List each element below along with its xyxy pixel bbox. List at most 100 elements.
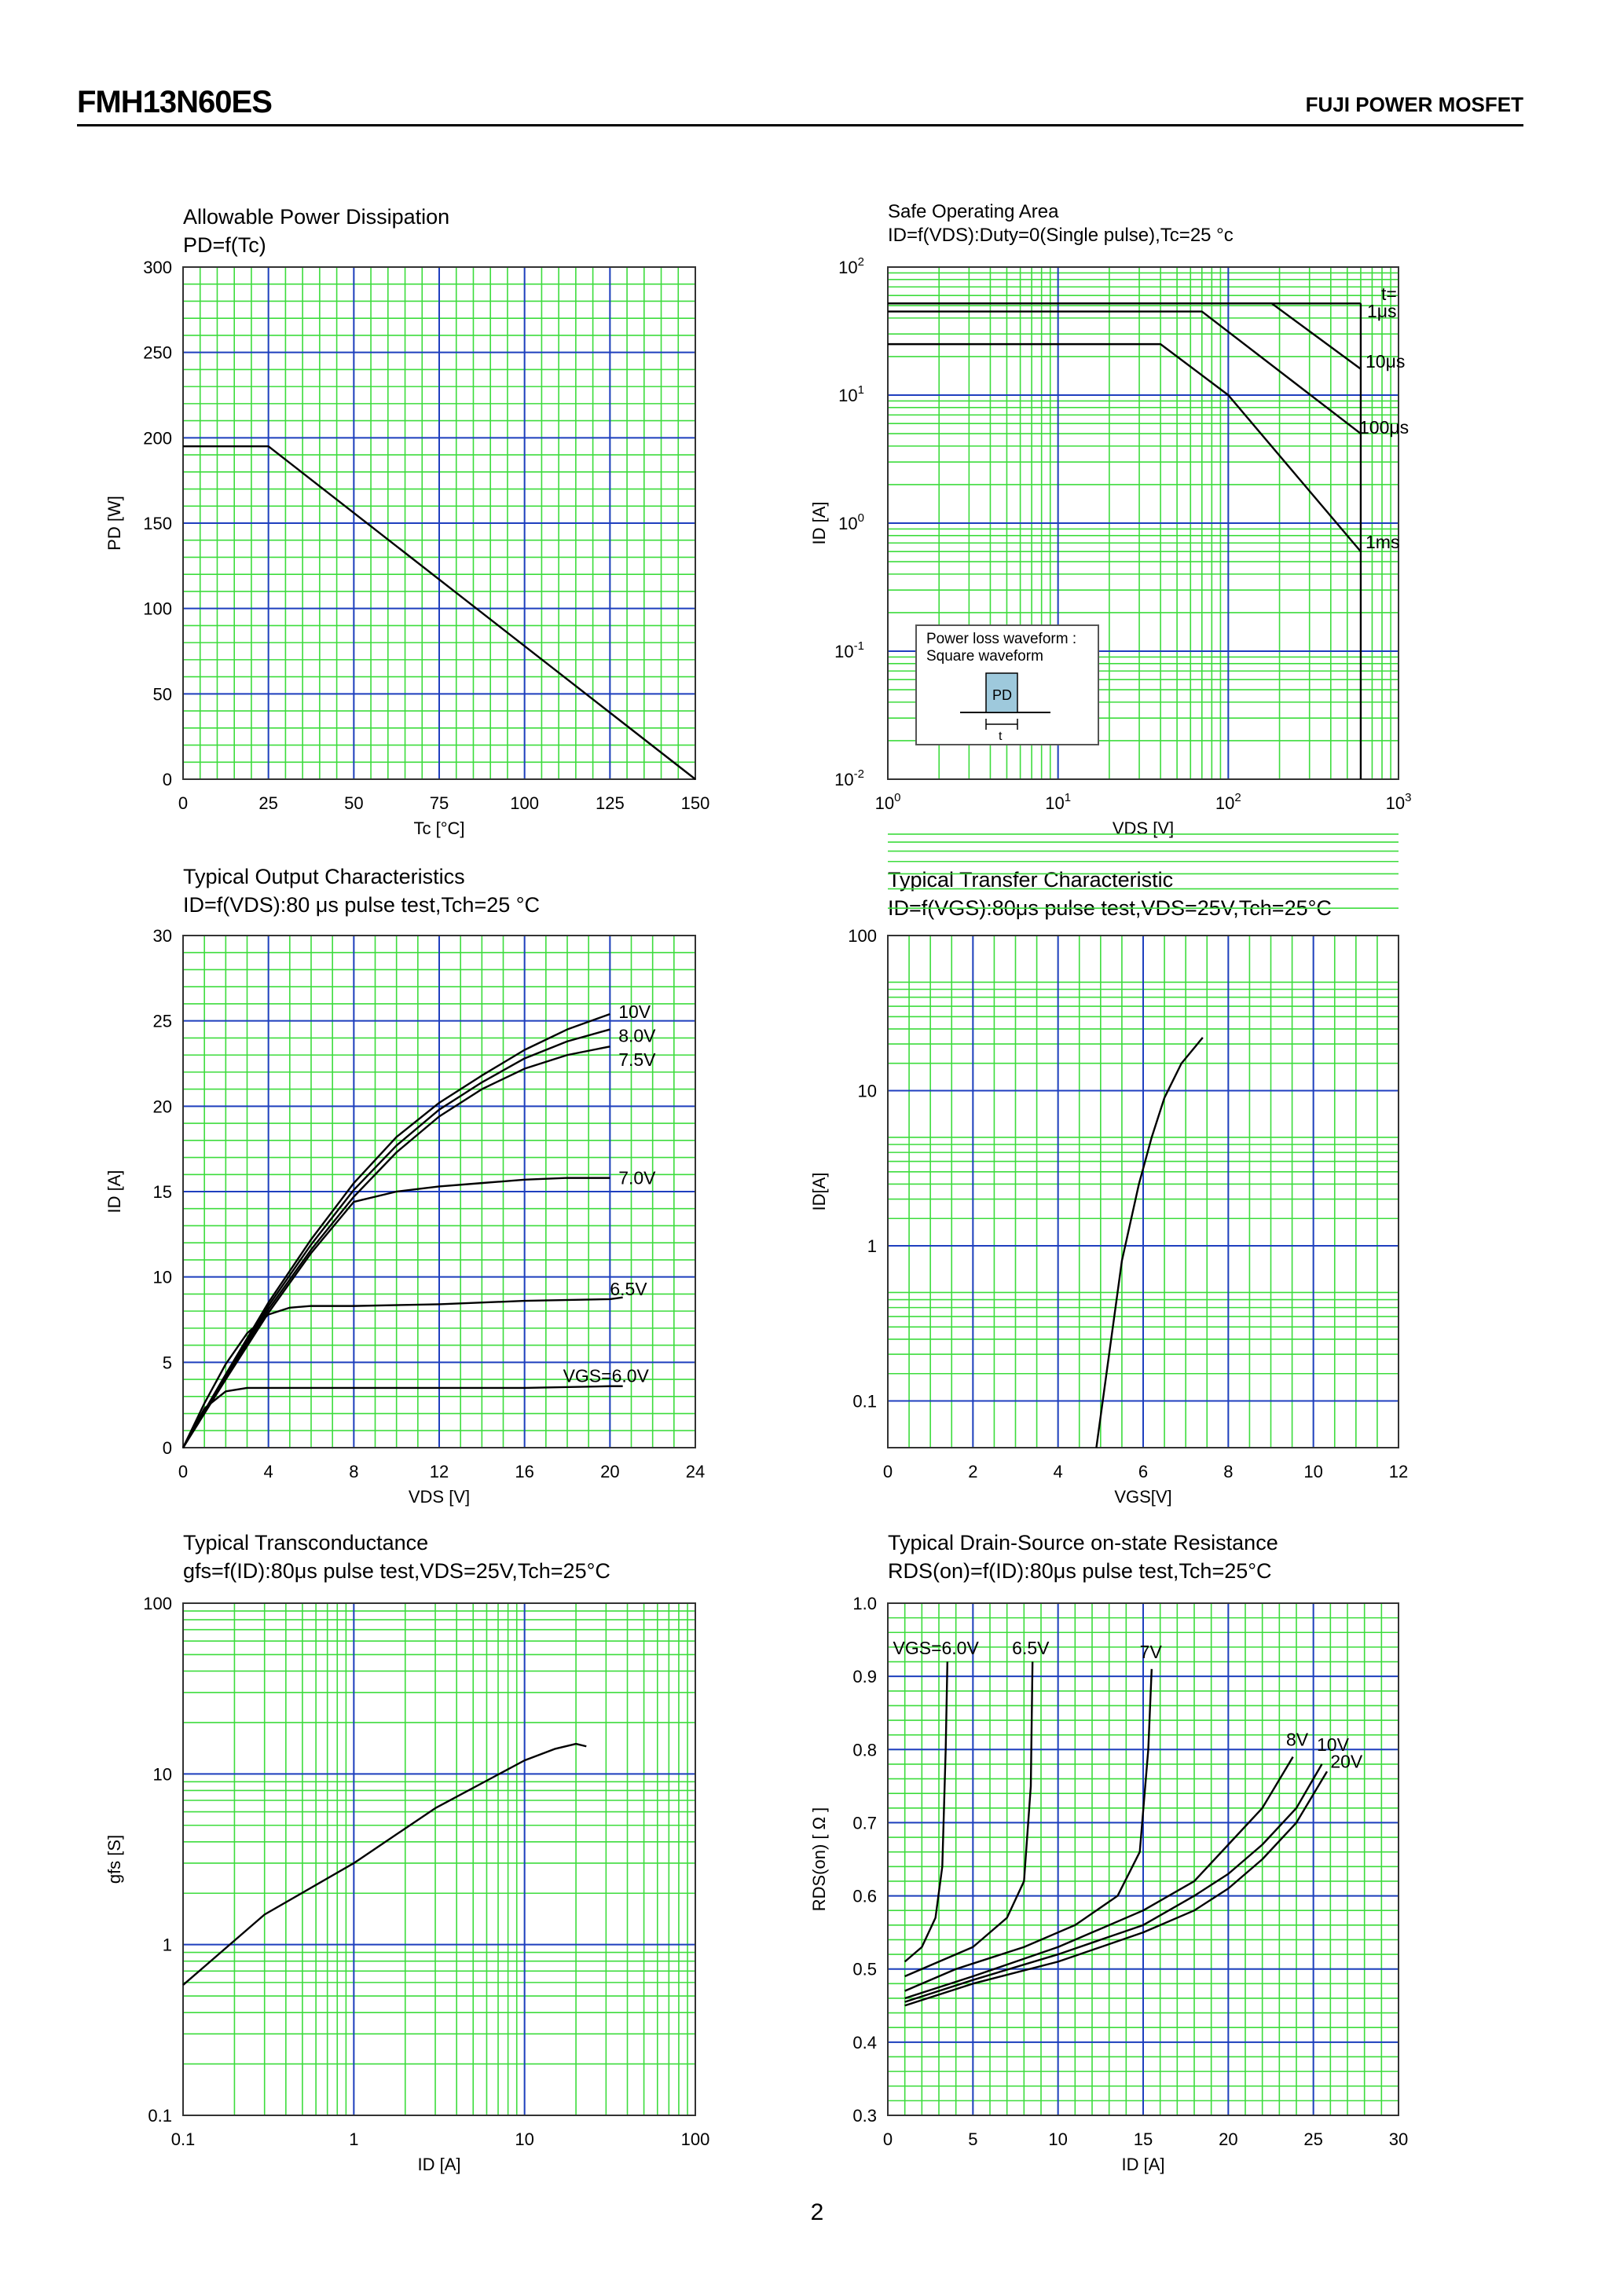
- gfs-y-axis-label: gfs [S]: [104, 1835, 124, 1884]
- x-tick-label: 150: [681, 793, 710, 813]
- x-tick-label: 75: [430, 793, 449, 813]
- brand-line: FUJI POWER MOSFET: [1305, 93, 1523, 116]
- y-tick-label: 5: [163, 1353, 172, 1372]
- x-tick-label: 8: [349, 1462, 358, 1481]
- rds-x-axis-label: ID [A]: [1121, 2155, 1164, 2174]
- transfer-y-axis-label: ID[A]: [809, 1173, 829, 1211]
- gfs-subtitle: gfs=f(ID):80μs pulse test,VDS=25V,Tch=25…: [183, 1559, 610, 1583]
- x-tick-label: 125: [596, 793, 625, 813]
- series-line: [181, 1296, 623, 1448]
- y-tick-label: 10: [858, 1082, 877, 1101]
- y-tick-label: 1: [163, 1935, 172, 1955]
- transfer-title: Typical Transfer Characteristic: [888, 868, 1174, 892]
- x-tick-label: 25: [258, 793, 277, 813]
- x-tick-label: 12: [430, 1462, 449, 1481]
- transfer-frame: [887, 935, 1399, 1448]
- x-tick-label: 8: [1223, 1462, 1233, 1481]
- x-tick-label: 10: [1303, 1462, 1322, 1481]
- series-line: [904, 1668, 1153, 1992]
- x-tick-label: 4: [264, 1462, 273, 1481]
- y-tick-label: 300: [143, 258, 172, 277]
- rds-20v-label: 20V: [1330, 1752, 1363, 1772]
- series-line: [181, 1177, 610, 1448]
- x-tick-label: 24: [686, 1462, 705, 1481]
- pd-title: Allowable Power Dissipation: [183, 205, 450, 229]
- y-tick-label: 50: [153, 684, 172, 704]
- x-tick-label: 0: [883, 1462, 893, 1481]
- rds-6-5v-label: 6.5V: [1012, 1638, 1050, 1658]
- y-tick-label: 30: [153, 926, 172, 946]
- y-tick-label: 10: [153, 1268, 172, 1287]
- inset-line-1: Power loss waveform :: [926, 631, 1077, 647]
- inset-waveform: PD t: [960, 672, 1050, 743]
- soa-1ms-label: 1ms: [1366, 532, 1399, 552]
- series-line: [181, 1028, 610, 1448]
- series-line: [904, 1756, 1294, 2000]
- output-title: Typical Output Characteristics: [183, 865, 465, 888]
- inset-pd-label: PD: [992, 687, 1012, 703]
- output-plot: 0 4 8 12 16 20 24 0 5 10 15 20 25 30 VDS [V] ID [A] 10V 8…: [104, 926, 705, 1507]
- rds-y-axis-label: RDS(on) [ Ω ]: [809, 1807, 829, 1912]
- pd-plot: 0 25 50 75 100 125 150 0 50 100 150 200 250 300 Tc [°C…: [104, 258, 709, 838]
- inset-t-label: t: [999, 730, 1003, 743]
- y-tick-label: 0.4: [852, 2033, 877, 2052]
- x-tick-label: 100: [681, 2129, 710, 2149]
- x-tick-label: 20: [1219, 2129, 1237, 2149]
- gfs-plot: 0.1 1 10 100 0.1 1 10 100 ID [A] gfs [S]: [104, 1594, 709, 2174]
- y-tick-label: 250: [143, 343, 172, 363]
- x-tick-label: 50: [344, 793, 363, 813]
- pd-y-axis-label: PD [W]: [104, 496, 124, 551]
- y-tick-label: 10: [153, 1764, 172, 1784]
- series-line: [904, 1763, 1323, 2003]
- y-tick-label: 0.1: [852, 1392, 877, 1412]
- x-tick-label: 101: [1045, 791, 1071, 813]
- y-tick-label: 1: [867, 1236, 877, 1256]
- soa-10us-label: 10μs: [1366, 351, 1405, 372]
- y-tick-label: 100: [143, 1594, 172, 1613]
- y-tick-label: 0.5: [852, 1960, 877, 1979]
- y-tick-label: 0: [163, 1438, 172, 1458]
- output-x-axis-label: VDS [V]: [409, 1487, 470, 1507]
- rds-subtitle: RDS(on)=f(ID):80μs pulse test,Tch=25°C: [888, 1559, 1272, 1583]
- y-tick-label: 1.0: [852, 1594, 877, 1613]
- y-tick-label: 0.6: [852, 1887, 877, 1906]
- x-tick-label: 0: [178, 793, 188, 813]
- y-tick-label: 102: [838, 255, 864, 277]
- series-line: [183, 445, 696, 780]
- output-8v-label: 8.0V: [618, 1025, 656, 1045]
- soa-x-axis-label: VDS [V]: [1113, 818, 1174, 838]
- inset-line-2: Square waveform: [926, 648, 1043, 665]
- soa-100us-label: 100μs: [1359, 417, 1409, 438]
- series-line: [904, 1661, 949, 1963]
- rds-frame: [887, 1602, 1399, 2116]
- rds-7v-label: 7V: [1140, 1642, 1163, 1662]
- y-tick-label: 100: [838, 511, 864, 533]
- x-tick-label: 16: [515, 1462, 533, 1481]
- x-tick-label: 100: [875, 791, 901, 813]
- gfs-x-axis-label: ID [A]: [417, 2155, 460, 2174]
- pd-subtitle: PD=f(Tc): [183, 233, 266, 257]
- y-tick-label: 0.9: [852, 1667, 877, 1686]
- transfer-subtitle: ID=f(VGS):80μs pulse test,VDS=25V,Tch=25…: [888, 896, 1332, 920]
- y-tick-label: 0: [163, 770, 172, 789]
- series-line: [888, 310, 1362, 435]
- pd-frame: [182, 266, 696, 780]
- x-tick-label: 100: [510, 793, 539, 813]
- y-tick-label: 10-2: [834, 767, 864, 789]
- soa-1us-label: 1μs: [1367, 301, 1397, 321]
- y-tick-label: 15: [153, 1182, 172, 1202]
- series-line: [888, 302, 1362, 370]
- series-line: [1095, 1037, 1204, 1448]
- y-tick-label: 25: [153, 1012, 172, 1031]
- x-tick-label: 30: [1389, 2129, 1408, 2149]
- series-line: [888, 342, 1362, 552]
- series-line: [181, 1385, 623, 1448]
- y-tick-label: 101: [838, 383, 864, 405]
- rds-plot: 0 5 10 15 20 25 30 0.3 0.4 0.5 0.6 0.7 0.8 0.9 1.0 ID […: [809, 1594, 1408, 2174]
- y-tick-label: 0.1: [148, 2106, 172, 2126]
- output-10v-label: 10V: [618, 1002, 651, 1022]
- x-tick-label: 0.1: [171, 2129, 196, 2149]
- page-number: 2: [810, 2199, 824, 2225]
- x-tick-label: 6: [1138, 1462, 1148, 1481]
- series-line: [182, 1742, 587, 1986]
